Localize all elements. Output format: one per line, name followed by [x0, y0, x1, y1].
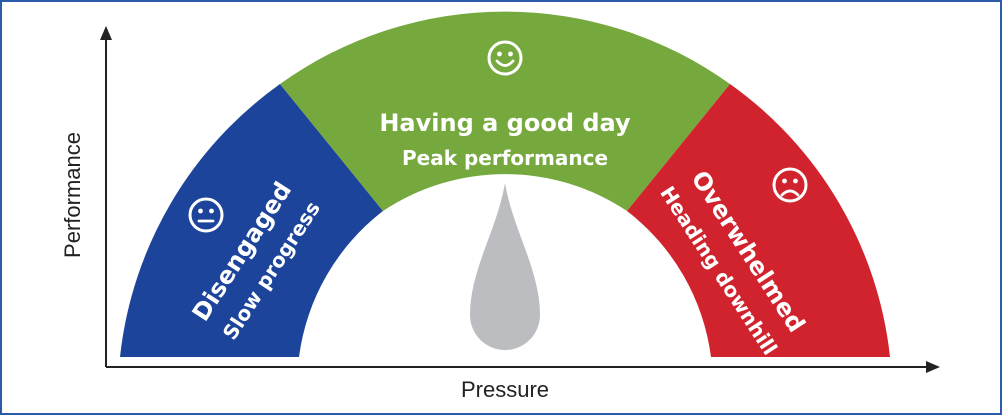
segment-overwhelmed [627, 84, 890, 357]
x-axis-label: Pressure [461, 377, 549, 402]
segment-disengaged [120, 84, 383, 357]
segment-good-day [280, 11, 730, 211]
y-axis-label: Performance [60, 132, 85, 258]
sad-face-icon [772, 167, 808, 203]
segment-good-day-title: Having a good day [379, 109, 631, 137]
neutral-face-icon [188, 197, 224, 233]
segment-good-day-subtitle: Peak performance [402, 146, 608, 170]
gauge-needle [470, 183, 540, 350]
smiley-face-icon [487, 40, 523, 76]
